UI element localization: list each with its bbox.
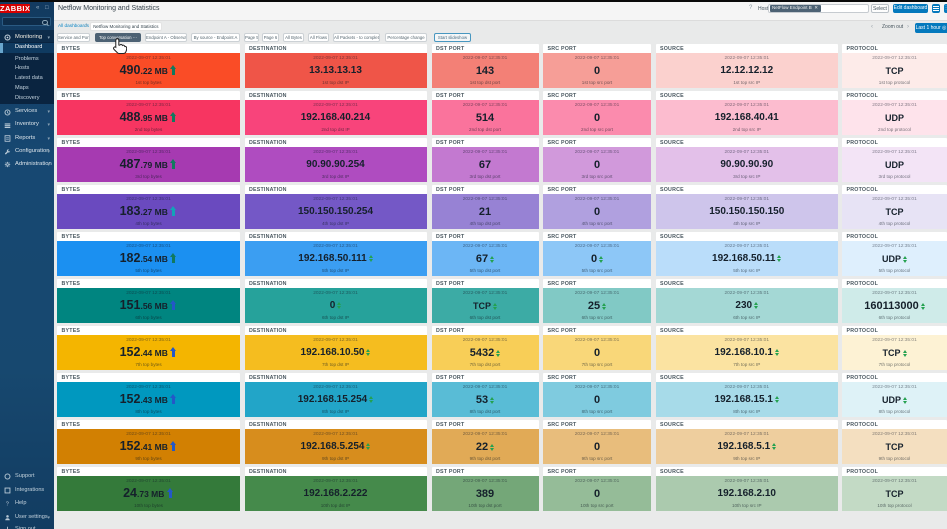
svg-text:?: ? — [6, 502, 9, 507]
